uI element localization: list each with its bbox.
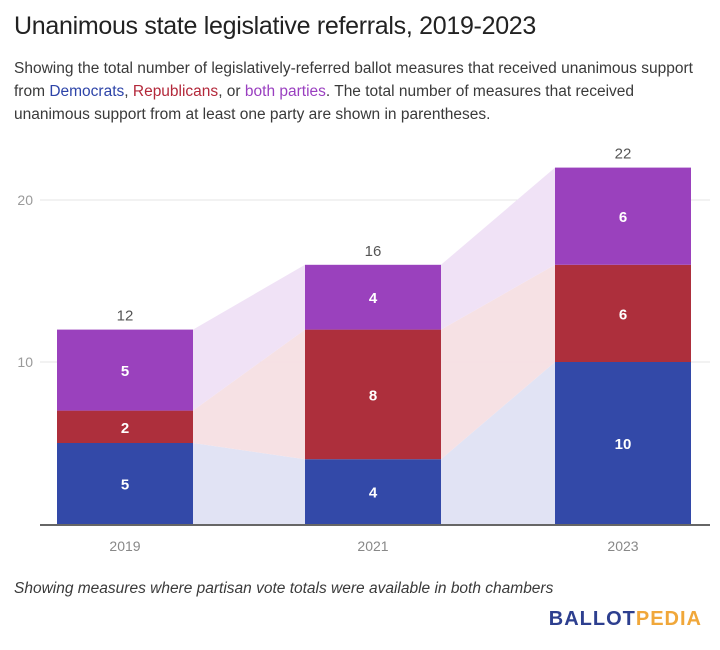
y-tick-labels: 10 20 — [17, 192, 33, 370]
band-democrats — [441, 362, 555, 524]
data-labels: 5 2 5 12 4 8 4 16 10 6 6 22 — [117, 146, 632, 502]
x-tick-label: 2019 — [109, 538, 140, 554]
ballotpedia-logo: BALLOTPEDIA — [549, 608, 702, 631]
total-label: 22 — [615, 146, 632, 163]
segment-value-label: 8 — [369, 387, 377, 404]
subtitle-text: Showing the total number of legislativel… — [14, 60, 693, 100]
band-both-parties — [193, 264, 305, 411]
segment-value-label: 4 — [369, 485, 378, 502]
segment-value-label: 10 — [615, 436, 632, 453]
x-tick-labels: 2019 2021 2023 — [109, 538, 638, 554]
band-republicans — [193, 329, 305, 460]
band-both-parties — [441, 167, 555, 330]
bar-segment-both-parties — [57, 329, 193, 411]
segment-value-label: 2 — [121, 420, 129, 437]
legend-republicans: Republicans — [132, 83, 219, 100]
footnote: Showing measures where partisan vote tot… — [14, 580, 554, 597]
bar-segment-both-parties — [305, 264, 441, 330]
total-label: 12 — [117, 308, 134, 325]
subtitle-text: . The total number of measures that rece… — [14, 83, 635, 123]
bar-segment-republicans — [555, 264, 691, 362]
subtitle-sep: , or — [218, 83, 245, 100]
logo-ballot: BALLOT — [548, 608, 636, 630]
segment-value-label: 5 — [121, 363, 129, 380]
bar-segment-republicans — [305, 329, 441, 460]
bar-segment-democrats — [555, 362, 691, 524]
band-democrats — [193, 443, 305, 524]
chart-subtitle: Showing the total number of legislativel… — [14, 57, 714, 126]
segment-value-label: 5 — [121, 477, 129, 494]
total-label: 16 — [365, 243, 382, 260]
segment-value-label: 6 — [619, 209, 627, 226]
segment-value-label: 6 — [619, 306, 627, 323]
x-tick-label: 2023 — [607, 538, 638, 554]
bars — [57, 167, 691, 524]
segment-value-label: 4 — [369, 290, 378, 307]
connecting-bands — [193, 167, 555, 524]
bar-segment-democrats — [305, 459, 441, 524]
bar-segment-both-parties — [555, 167, 691, 265]
chart-title: Unanimous state legislative referrals, 2… — [14, 12, 537, 40]
logo-pedia: PEDIA — [635, 608, 702, 630]
bar-segment-democrats — [57, 443, 193, 524]
stacked-bar-chart: 5 2 5 12 4 8 4 16 10 6 6 22 2019 2021 2023 10 20 — [17, 146, 710, 554]
band-republicans — [441, 264, 555, 460]
subtitle-sep: , — [124, 83, 133, 100]
legend-democrats: Democrats — [49, 83, 125, 100]
legend-both-parties: both parties — [244, 83, 326, 100]
bar-segment-republicans — [57, 410, 193, 443]
y-tick-label: 10 — [17, 354, 33, 370]
y-tick-label: 20 — [17, 192, 33, 208]
x-tick-label: 2021 — [357, 538, 388, 554]
